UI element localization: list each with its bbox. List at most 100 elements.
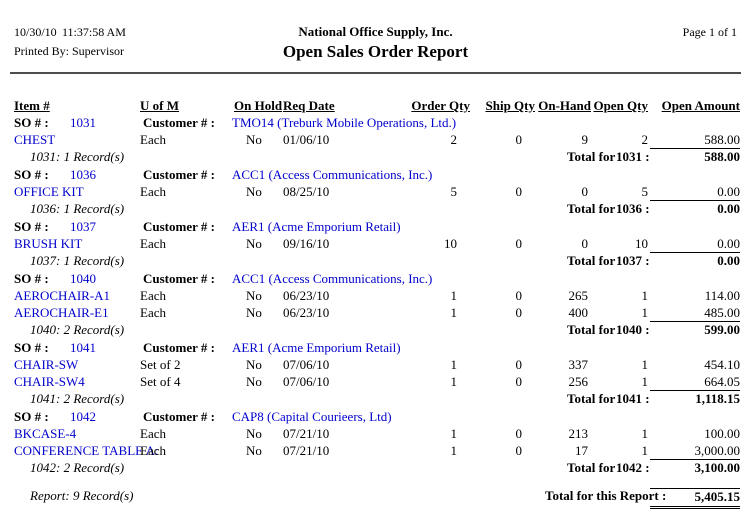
open-qty-value: 1 [641, 374, 649, 389]
item-number-link[interactable]: BRUSH KIT [14, 236, 83, 251]
item-number-link[interactable]: CHAIR-SW [14, 357, 79, 372]
group-total-so-number: 1036 : [616, 201, 650, 216]
table-row: CHAIR-SW Set of 2 No 07/06/10 1 0 337 1 … [0, 357, 751, 374]
group-total-row: 1037: 1 Record(s) Total for 1037 : 0.00 [0, 253, 751, 270]
item-number-link[interactable]: BKCASE-4 [14, 426, 77, 441]
so-number-link[interactable]: 1041 [70, 340, 96, 355]
req-date-value: 07/21/10 [283, 426, 330, 441]
column-header-row: Item # U of M On Hold Req Date Order Qty… [0, 98, 751, 115]
group-total-label: Total for [567, 391, 616, 406]
col-uofm: U of M [140, 98, 179, 113]
open-amount-value: 0.00 [650, 184, 740, 201]
customer-link[interactable]: AER1 (Acme Emporium Retail) [232, 340, 401, 355]
report-total-amount: 5,405.15 [650, 488, 740, 509]
col-order-qty: Order Qty [411, 98, 470, 113]
so-number-link[interactable]: 1037 [70, 219, 96, 234]
open-qty-value: 1 [641, 443, 649, 458]
open-amount-value: 3,000.00 [650, 443, 740, 460]
group-total-so-number: 1041 : [616, 391, 650, 406]
uofm-value: Each [140, 305, 166, 320]
customer-link[interactable]: CAP8 (Capital Courieers, Ltd) [232, 409, 392, 424]
order-qty-value: 10 [444, 236, 457, 251]
group-total-amount: 0.00 [717, 201, 740, 216]
customer-link[interactable]: ACC1 (Access Communications, Inc.) [232, 167, 433, 182]
so-number-link[interactable]: 1031 [70, 115, 96, 130]
group-total-so-number: 1042 : [616, 460, 650, 475]
group-record-count: 1042: 2 Record(s) [30, 460, 125, 475]
item-number-link[interactable]: CHEST [14, 132, 56, 147]
on-hand-value: 256 [568, 374, 589, 389]
report-total-label: Total for this Report : [545, 488, 667, 503]
on-hold-value: No [246, 236, 262, 251]
on-hand-value: 337 [568, 357, 589, 372]
page-number: Page 1 of 1 [682, 25, 737, 39]
item-number-link[interactable]: CHAIR-SW4 [14, 374, 85, 389]
on-hand-value: 0 [581, 184, 589, 199]
customer-link[interactable]: AER1 (Acme Emporium Retail) [232, 219, 401, 234]
item-number-link[interactable]: OFFICE KIT [14, 184, 84, 199]
on-hand-value: 17 [575, 443, 588, 458]
open-qty-value: 10 [635, 236, 648, 251]
open-qty-value: 1 [641, 305, 649, 320]
table-row: CHEST Each No 01/06/10 2 0 9 2 588.00 [0, 132, 751, 149]
open-qty-value: 1 [641, 357, 649, 372]
group-total-label: Total for [567, 322, 616, 337]
so-number-label: SO # : [14, 271, 49, 286]
group-total-amount: 588.00 [704, 149, 740, 164]
order-qty-value: 1 [450, 288, 458, 303]
uofm-value: Each [140, 443, 166, 458]
col-on-hold: On Hold [234, 98, 283, 113]
so-number-link[interactable]: 1042 [70, 409, 96, 424]
on-hold-value: No [246, 184, 262, 199]
table-row: AEROCHAIR-E1 Each No 06/23/10 1 0 400 1 … [0, 305, 751, 322]
group-total-row: 1042: 2 Record(s) Total for 1042 : 3,100… [0, 460, 751, 477]
group-total-row: 1041: 2 Record(s) Total for 1041 : 1,118… [0, 391, 751, 408]
on-hand-value: 265 [568, 288, 589, 303]
group-total-label: Total for [567, 149, 616, 164]
order-qty-value: 1 [450, 374, 458, 389]
on-hold-value: No [246, 443, 262, 458]
group-total-amount: 1,118.15 [695, 391, 740, 406]
col-open-amount: Open Amount [661, 98, 740, 113]
so-number-label: SO # : [14, 219, 49, 234]
customer-link[interactable]: TMO14 (Treburk Mobile Operations, Ltd.) [232, 115, 457, 130]
report-date: 10/30/10 [14, 25, 57, 39]
group-total-row: 1036: 1 Record(s) Total for 1036 : 0.00 [0, 201, 751, 218]
customer-number-label: Customer # : [143, 115, 215, 130]
item-number-link[interactable]: AEROCHAIR-A1 [14, 288, 111, 303]
customer-number-label: Customer # : [143, 219, 215, 234]
group-total-so-number: 1040 : [616, 322, 650, 337]
customer-link[interactable]: ACC1 (Access Communications, Inc.) [232, 271, 433, 286]
so-header-row: SO # : 1037 Customer # : AER1 (Acme Empo… [0, 219, 751, 236]
so-number-link[interactable]: 1036 [70, 167, 96, 182]
uofm-value: Each [140, 132, 166, 147]
report-record-count: Report: 9 Record(s) [30, 488, 134, 503]
group-total-label: Total for [567, 253, 616, 268]
open-qty-value: 1 [641, 426, 649, 441]
open-amount-value: 664.05 [650, 374, 740, 391]
so-number-link[interactable]: 1040 [70, 271, 96, 286]
item-number-link[interactable]: AEROCHAIR-E1 [14, 305, 109, 320]
open-amount-value: 588.00 [650, 132, 740, 149]
group-total-label: Total for [567, 201, 616, 216]
so-group-1040: SO # : 1040 Customer # : ACC1 (Access Co… [0, 271, 751, 339]
on-hold-value: No [246, 132, 262, 147]
group-total-amount: 599.00 [704, 322, 740, 337]
ship-qty-value: 0 [515, 374, 523, 389]
order-qty-value: 1 [450, 305, 458, 320]
group-total-so-number: 1037 : [616, 253, 650, 268]
report-table: Item # U of M On Hold Req Date Order Qty… [0, 98, 751, 512]
group-record-count: 1040: 2 Record(s) [30, 322, 125, 337]
so-header-row: SO # : 1031 Customer # : TMO14 (Treburk … [0, 115, 751, 132]
uofm-value: Each [140, 184, 166, 199]
req-date-value: 08/25/10 [283, 184, 330, 199]
item-number-link[interactable]: CONFERENCE TABLE A: [14, 443, 159, 458]
req-date-value: 07/06/10 [283, 357, 330, 372]
report-title: Open Sales Order Report [282, 42, 469, 61]
ship-qty-value: 0 [515, 288, 523, 303]
open-amount-value: 454.10 [704, 357, 740, 372]
header-divider [10, 72, 741, 74]
on-hold-value: No [246, 374, 262, 389]
ship-qty-value: 0 [515, 357, 523, 372]
ship-qty-value: 0 [515, 184, 523, 199]
